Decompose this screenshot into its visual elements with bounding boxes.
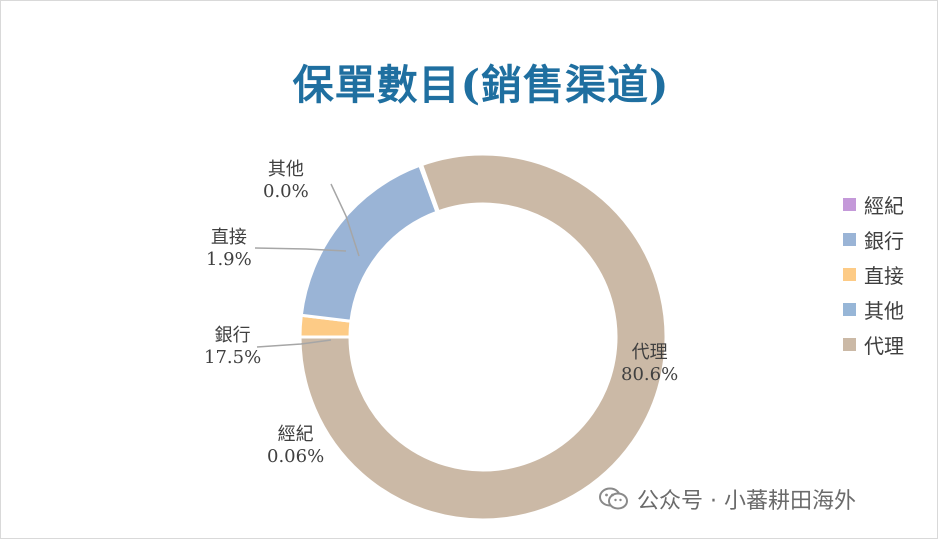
legend-item-0: 經紀 xyxy=(843,187,904,222)
legend-label: 直接 xyxy=(864,264,904,288)
donut-slice-4 xyxy=(417,162,441,215)
chart-title: 保單數目(銷售渠道) xyxy=(292,61,670,109)
slice-label-qi-ta: 其他 0.0% xyxy=(263,159,309,202)
legend-item-4: 代理 xyxy=(843,327,904,362)
legend-swatch xyxy=(843,198,856,211)
wechat-icon xyxy=(599,487,628,510)
legend-label: 經紀 xyxy=(864,194,904,218)
legend-swatch xyxy=(843,268,856,281)
chart-legend: 經紀銀行直接其他代理 xyxy=(843,187,904,362)
leader-line-0 xyxy=(330,183,360,257)
legend-item-2: 直接 xyxy=(843,257,904,292)
legend-label: 代理 xyxy=(864,334,904,358)
legend-swatch xyxy=(843,303,856,316)
legend-swatch xyxy=(843,233,856,246)
watermark: 公众号 · 小蕃耕田海外 xyxy=(599,483,856,515)
leader-line-2 xyxy=(256,339,332,348)
legend-swatch xyxy=(843,338,856,351)
legend-label: 銀行 xyxy=(864,229,904,253)
donut-slice-0 xyxy=(298,152,668,522)
slice-label-yin-hang: 銀行 17.5% xyxy=(204,325,262,368)
slice-label-dai-li: 代理 80.6% xyxy=(621,342,679,385)
legend-label: 其他 xyxy=(864,299,904,323)
legend-item-1: 銀行 xyxy=(843,222,904,257)
legend-item-3: 其他 xyxy=(843,292,904,327)
slice-label-jing-ji: 經紀 0.06% xyxy=(267,424,325,467)
leader-line-1 xyxy=(254,247,347,252)
donut-slice-3 xyxy=(299,163,439,323)
slice-label-zhi-jie: 直接 1.9% xyxy=(206,227,252,270)
watermark-text: 公众号 · 小蕃耕田海外 xyxy=(637,489,856,514)
